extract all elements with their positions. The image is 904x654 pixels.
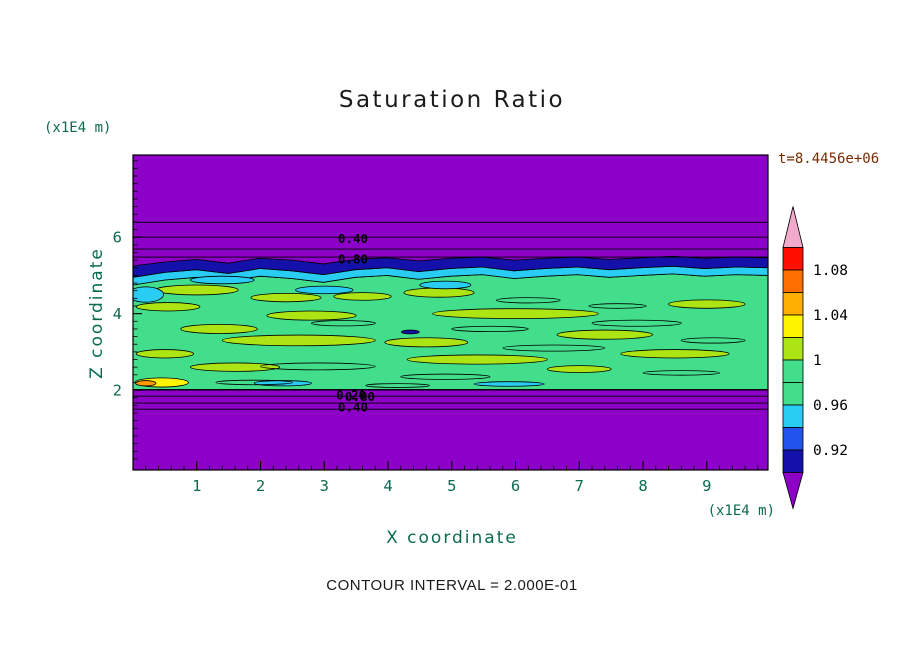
contour-blob <box>556 329 654 340</box>
x-tick-label: 9 <box>702 477 711 495</box>
colorbar-segment <box>782 404 804 428</box>
contour-line <box>591 319 682 327</box>
contour-blob <box>221 334 376 347</box>
z-tick-label: 4 <box>113 305 122 323</box>
contour-blob <box>384 337 469 348</box>
contour-line <box>496 297 561 304</box>
z-tick-label: 2 <box>113 382 122 400</box>
time-label: t=8.4456e+06 <box>778 151 880 167</box>
x-tick-label: 8 <box>638 477 647 495</box>
contour-interval-note: CONTOUR INTERVAL = 2.000E-01 <box>326 577 578 594</box>
colorbar-label: 1 <box>813 353 822 369</box>
contour-line <box>400 373 491 380</box>
colorbar-segment <box>782 314 804 338</box>
contour-blob <box>189 275 255 285</box>
colorbar-arrow-bottom <box>782 472 804 510</box>
contour-label: 0.40 <box>338 231 368 246</box>
contour-blob <box>403 287 475 298</box>
contour-line <box>588 303 647 309</box>
contour-blob <box>133 286 164 303</box>
contour-line <box>642 370 720 376</box>
colorbar-segment <box>782 382 804 406</box>
contour-blob <box>295 285 354 295</box>
colorbar-segment <box>782 359 804 383</box>
x-tick-label: 2 <box>256 477 265 495</box>
x-tick-label: 4 <box>383 477 392 495</box>
contour-blob <box>250 292 322 303</box>
y-axis-unit-label: (x1E4 m) <box>44 120 112 136</box>
colorbar-segment <box>782 449 804 473</box>
colorbar-segment <box>782 292 804 316</box>
colorbar-arrow-top <box>782 206 804 248</box>
colorbar-label: 0.92 <box>813 443 848 459</box>
contour-blob <box>154 284 239 296</box>
colorbar-label: 0.96 <box>813 398 848 414</box>
plot-area <box>133 155 768 470</box>
x-tick-label: 1 <box>192 477 201 495</box>
contour-line <box>260 362 376 371</box>
chart-title: Saturation Ratio <box>338 87 566 113</box>
contour-blob <box>189 362 281 372</box>
contour-blob <box>406 354 548 365</box>
contour-blob <box>135 380 157 387</box>
x-tick-label: 6 <box>511 477 520 495</box>
contour-blob <box>266 310 357 321</box>
plot-frame <box>132 154 769 471</box>
contour-blob <box>668 299 746 309</box>
contour-blob <box>401 329 420 335</box>
contour-blob <box>620 349 730 359</box>
contour-blob <box>135 349 194 359</box>
contour-label: 0.20 <box>336 387 366 402</box>
contour-blob <box>547 365 612 373</box>
contour-line <box>451 325 529 333</box>
x-axis-title: X coordinate <box>386 528 518 548</box>
colorbar-segment <box>782 337 804 361</box>
contour-line <box>215 379 293 386</box>
colorbar-label: 1.08 <box>813 263 848 279</box>
z-tick-label: 6 <box>113 229 122 247</box>
colorbar-segment <box>782 247 804 271</box>
contour-line <box>365 383 430 388</box>
contour-line <box>680 337 746 344</box>
contour-blob <box>473 381 545 387</box>
contour-label: 0.80 <box>345 389 375 404</box>
contour-line <box>502 344 606 352</box>
y-axis-title: Z coordinate <box>87 247 107 379</box>
contour-blob <box>333 292 392 301</box>
contour-blob <box>419 280 472 290</box>
colorbar-segment <box>782 427 804 451</box>
colorbar-label: 1.04 <box>813 308 848 324</box>
contour-blob <box>432 308 599 320</box>
contour-blob <box>180 323 258 334</box>
contour-line <box>311 320 376 327</box>
colorbar-segment <box>782 269 804 293</box>
contour-blob <box>135 302 201 312</box>
x-axis-unit-label: (x1E4 m) <box>707 503 775 519</box>
x-tick-label: 7 <box>575 477 584 495</box>
x-tick-label: 3 <box>320 477 329 495</box>
contour-label: 0.40 <box>338 399 368 414</box>
contour-label: 0.80 <box>338 251 368 266</box>
x-tick-label: 5 <box>447 477 456 495</box>
navy-strip <box>133 255 768 278</box>
